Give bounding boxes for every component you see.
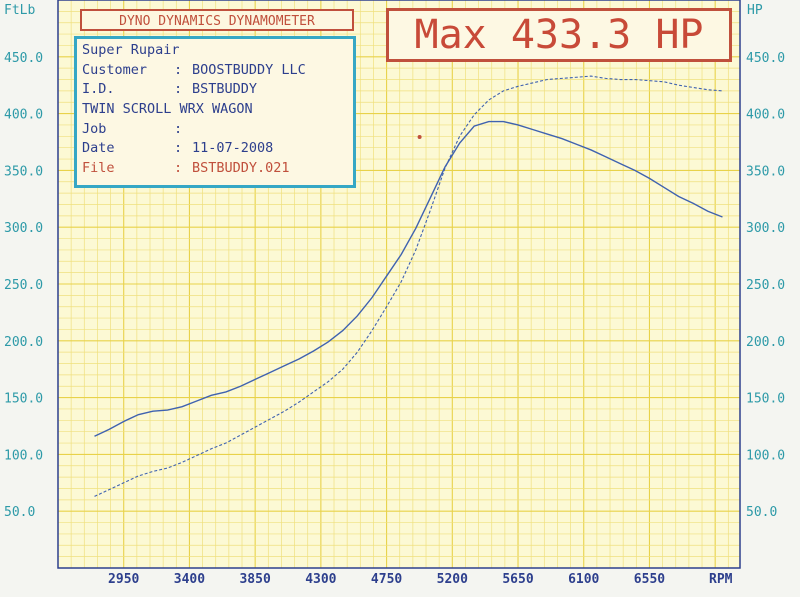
plot-frame [57,0,741,569]
right-y-tick-label: 50.0 [746,505,777,520]
info-row: TWIN SCROLL WRX WAGON [82,100,353,120]
info-colon: : [174,120,183,137]
left-y-tick-label: 300.0 [4,221,43,236]
info-panel: Super Rupair Customer: BOOSTBUDDY LLC I.D.:… [74,36,356,188]
x-tick-label: 5200 [437,572,468,587]
info-value: BSTBUDDY [192,81,258,98]
marker-dot [417,135,422,139]
x-tick-label: 4300 [305,572,336,587]
x-tick-label: 6550 [634,572,665,587]
x-tick-label: 6100 [568,572,599,587]
info-key: I.D. [82,81,115,98]
info-value: BOOSTBUDDY LLC [192,61,306,78]
info-value: BSTBUDDY.021 [192,160,290,177]
x-tick-label: 4750 [371,572,402,587]
info-colon: : [174,160,183,177]
info-key: Job [82,120,107,137]
plot-border [57,0,741,569]
info-row: Job: [82,120,353,140]
info-rows: Super Rupair Customer: BOOSTBUDDY LLC I.D.:… [82,41,353,179]
x-unit-label: RPM [709,572,733,587]
tick-labels: 2950 3400 3850 4300 4750 5200 5650 6100 6550 50.0… [4,51,785,587]
right-y-tick-label: 350.0 [746,164,785,179]
info-row: I.D.: BSTBUDDY [82,80,353,100]
info-key: File [82,160,115,177]
series-layer [94,75,723,497]
right-y-tick-label: 150.0 [746,392,785,407]
right-y-tick-label: 400.0 [746,108,785,123]
info-key: Date [82,140,115,157]
info-row: Date:11-07-2008 [82,139,353,159]
left-y-tick-label: 350.0 [4,164,43,179]
left-y-tick-label: 100.0 [4,448,43,463]
right-y-tick-label: 250.0 [746,278,785,293]
max-hp-label: Max 433.3 HP [386,8,732,62]
left-y-tick-label: 250.0 [4,278,43,293]
left-y-tick-label: 400.0 [4,108,43,123]
right-axis-label: HP [747,3,763,18]
dyno-header: DYNO DYNAMICS DYNAMOMETER [80,9,354,31]
info-row: File: BSTBUDDY.021 [82,159,353,179]
info-colon: : [174,81,183,98]
right-y-tick-label: 100.0 [746,448,785,463]
left-y-tick-label: 50.0 [4,505,35,520]
right-y-tick-label: 450.0 [746,51,785,66]
left-y-tick-label: 200.0 [4,335,43,350]
info-colon: : [174,61,183,78]
info-row: Super Rupair [82,41,353,61]
left-y-tick-label: 450.0 [4,51,43,66]
x-tick-label: 2950 [108,572,139,587]
left-axis-label: FtLb [4,3,35,18]
torque-curve [94,120,723,437]
info-value: 11-07-2008 [192,140,274,157]
right-y-tick-label: 300.0 [746,221,785,236]
x-tick-label: 3850 [239,572,270,587]
info-colon: : [174,140,183,157]
info-key: TWIN SCROLL WRX WAGON [82,101,253,118]
info-key: Customer [82,61,148,78]
right-y-tick-label: 200.0 [746,335,785,350]
x-tick-label: 3400 [174,572,205,587]
left-y-tick-label: 150.0 [4,392,43,407]
info-row: Customer: BOOSTBUDDY LLC [82,61,353,81]
x-tick-label: 5650 [502,572,533,587]
info-key: Super Rupair [82,42,180,58]
